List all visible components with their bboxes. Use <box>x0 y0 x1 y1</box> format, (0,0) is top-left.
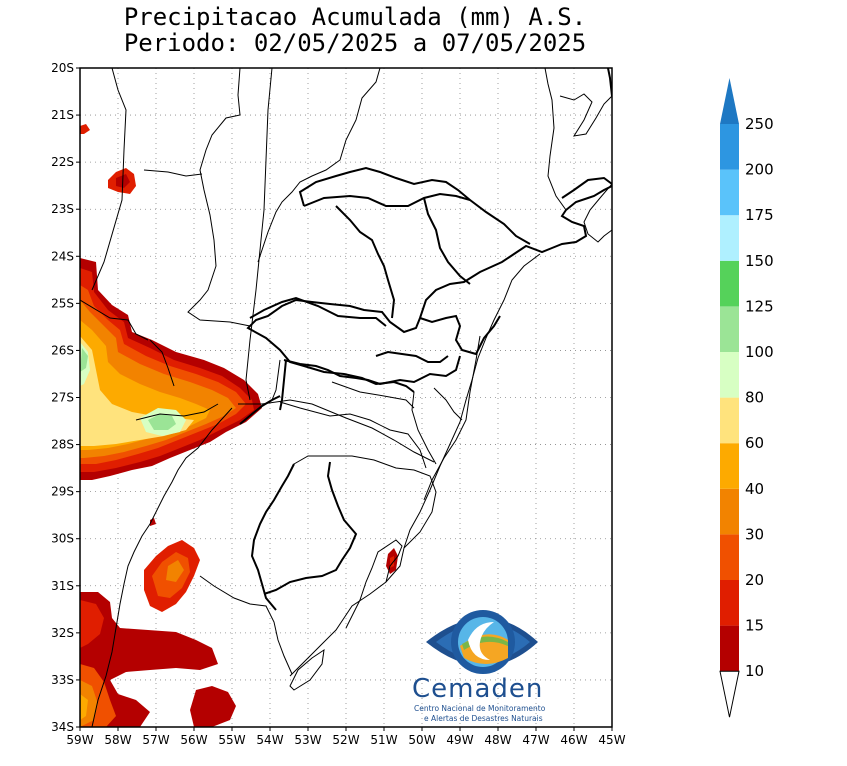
colorbar-label: 30 <box>745 525 764 543</box>
lat-label: 31S <box>51 579 74 593</box>
colorbar-segment <box>720 169 739 216</box>
latitude-labels: 20S 21S 22S 23S 24S 25S 26S 27S 28S 29S 30S 31S 32S 3… <box>51 61 80 734</box>
lat-label: 27S <box>51 391 74 405</box>
lon-label: 58W <box>104 733 131 747</box>
map-gridlines <box>80 68 612 727</box>
lon-label: 56W <box>180 733 207 747</box>
lon-label: 46W <box>560 733 587 747</box>
colorbar-segment <box>720 215 739 261</box>
colorbar-segment <box>720 306 739 352</box>
colorbar-label: 200 <box>745 161 774 179</box>
colorbar-label: 100 <box>745 343 774 361</box>
colorbar-label: 60 <box>745 434 764 452</box>
lon-label: 52W <box>332 733 359 747</box>
colorbar-label: 20 <box>745 571 764 589</box>
colorbar-label: 10 <box>745 662 764 680</box>
lon-label: 55W <box>218 733 245 747</box>
logo-tagline-2: e Alertas de Desastres Naturais <box>424 714 543 723</box>
lon-label: 45W <box>598 733 625 747</box>
state-borders <box>80 68 612 727</box>
colorbar-segment <box>720 443 739 489</box>
colorbar-segment <box>720 534 739 580</box>
colorbar-segment <box>720 260 739 307</box>
colorbar-label: 15 <box>745 617 764 635</box>
lon-label: 50W <box>408 733 435 747</box>
lon-label: 54W <box>256 733 283 747</box>
colorbar-segment <box>720 625 739 672</box>
lat-label: 26S <box>51 343 74 357</box>
lat-label: 29S <box>51 485 74 499</box>
cemaden-logo: Cemaden Centro Nacional de Monitoramento… <box>408 600 568 725</box>
colorbar-label: 125 <box>745 297 774 315</box>
lat-label: 33S <box>51 673 74 687</box>
country-borders <box>239 68 612 611</box>
lat-label: 25S <box>51 296 74 310</box>
colorbar-segment <box>720 352 739 398</box>
longitude-labels: 59W 58W 57W 56W 55W 54W 53W 52W 51W 50W 49W 48W 47W 4… <box>66 727 626 747</box>
lon-label: 57W <box>142 733 169 747</box>
lat-label: 30S <box>51 532 74 546</box>
colorbar-label: 250 <box>745 115 774 133</box>
colorbar-min-arrow <box>719 670 740 718</box>
lat-label: 22S <box>51 155 74 169</box>
lat-label: 34S <box>51 720 74 734</box>
colorbar-max-arrow <box>720 78 739 124</box>
lon-label: 49W <box>446 733 473 747</box>
map-period: Periodo: 02/05/2025 a 07/05/2025 <box>123 29 587 57</box>
colorbar-label: 150 <box>745 252 774 270</box>
colorbar-segment <box>720 488 739 535</box>
lat-label: 28S <box>51 438 74 452</box>
colorbar-label: 175 <box>745 206 774 224</box>
lon-label: 51W <box>370 733 397 747</box>
coastline <box>403 183 612 549</box>
map-title: Precipitacao Acumulada (mm) A.S. <box>123 3 587 31</box>
lon-label: 48W <box>484 733 511 747</box>
lat-label: 23S <box>51 202 74 216</box>
colorbar-segment <box>720 397 739 444</box>
lat-label: 24S <box>51 249 74 263</box>
eye-icon <box>426 610 538 674</box>
colorbar-label: 40 <box>745 480 764 498</box>
precipitation-field <box>80 124 398 727</box>
colorbar: 10 15 20 30 40 60 80 100 125 150 175 200 250 <box>719 78 774 718</box>
lon-label: 53W <box>294 733 321 747</box>
lat-label: 20S <box>51 61 74 75</box>
lon-label: 59W <box>66 733 93 747</box>
colorbar-label: 80 <box>745 389 764 407</box>
logo-name: Cemaden <box>412 674 544 704</box>
lat-label: 21S <box>51 108 74 122</box>
logo-tagline-1: Centro Nacional de Monitoramento <box>414 704 546 713</box>
colorbar-segment <box>720 580 739 626</box>
lat-label: 32S <box>51 626 74 640</box>
lon-label: 47W <box>522 733 549 747</box>
colorbar-segment <box>720 124 739 170</box>
